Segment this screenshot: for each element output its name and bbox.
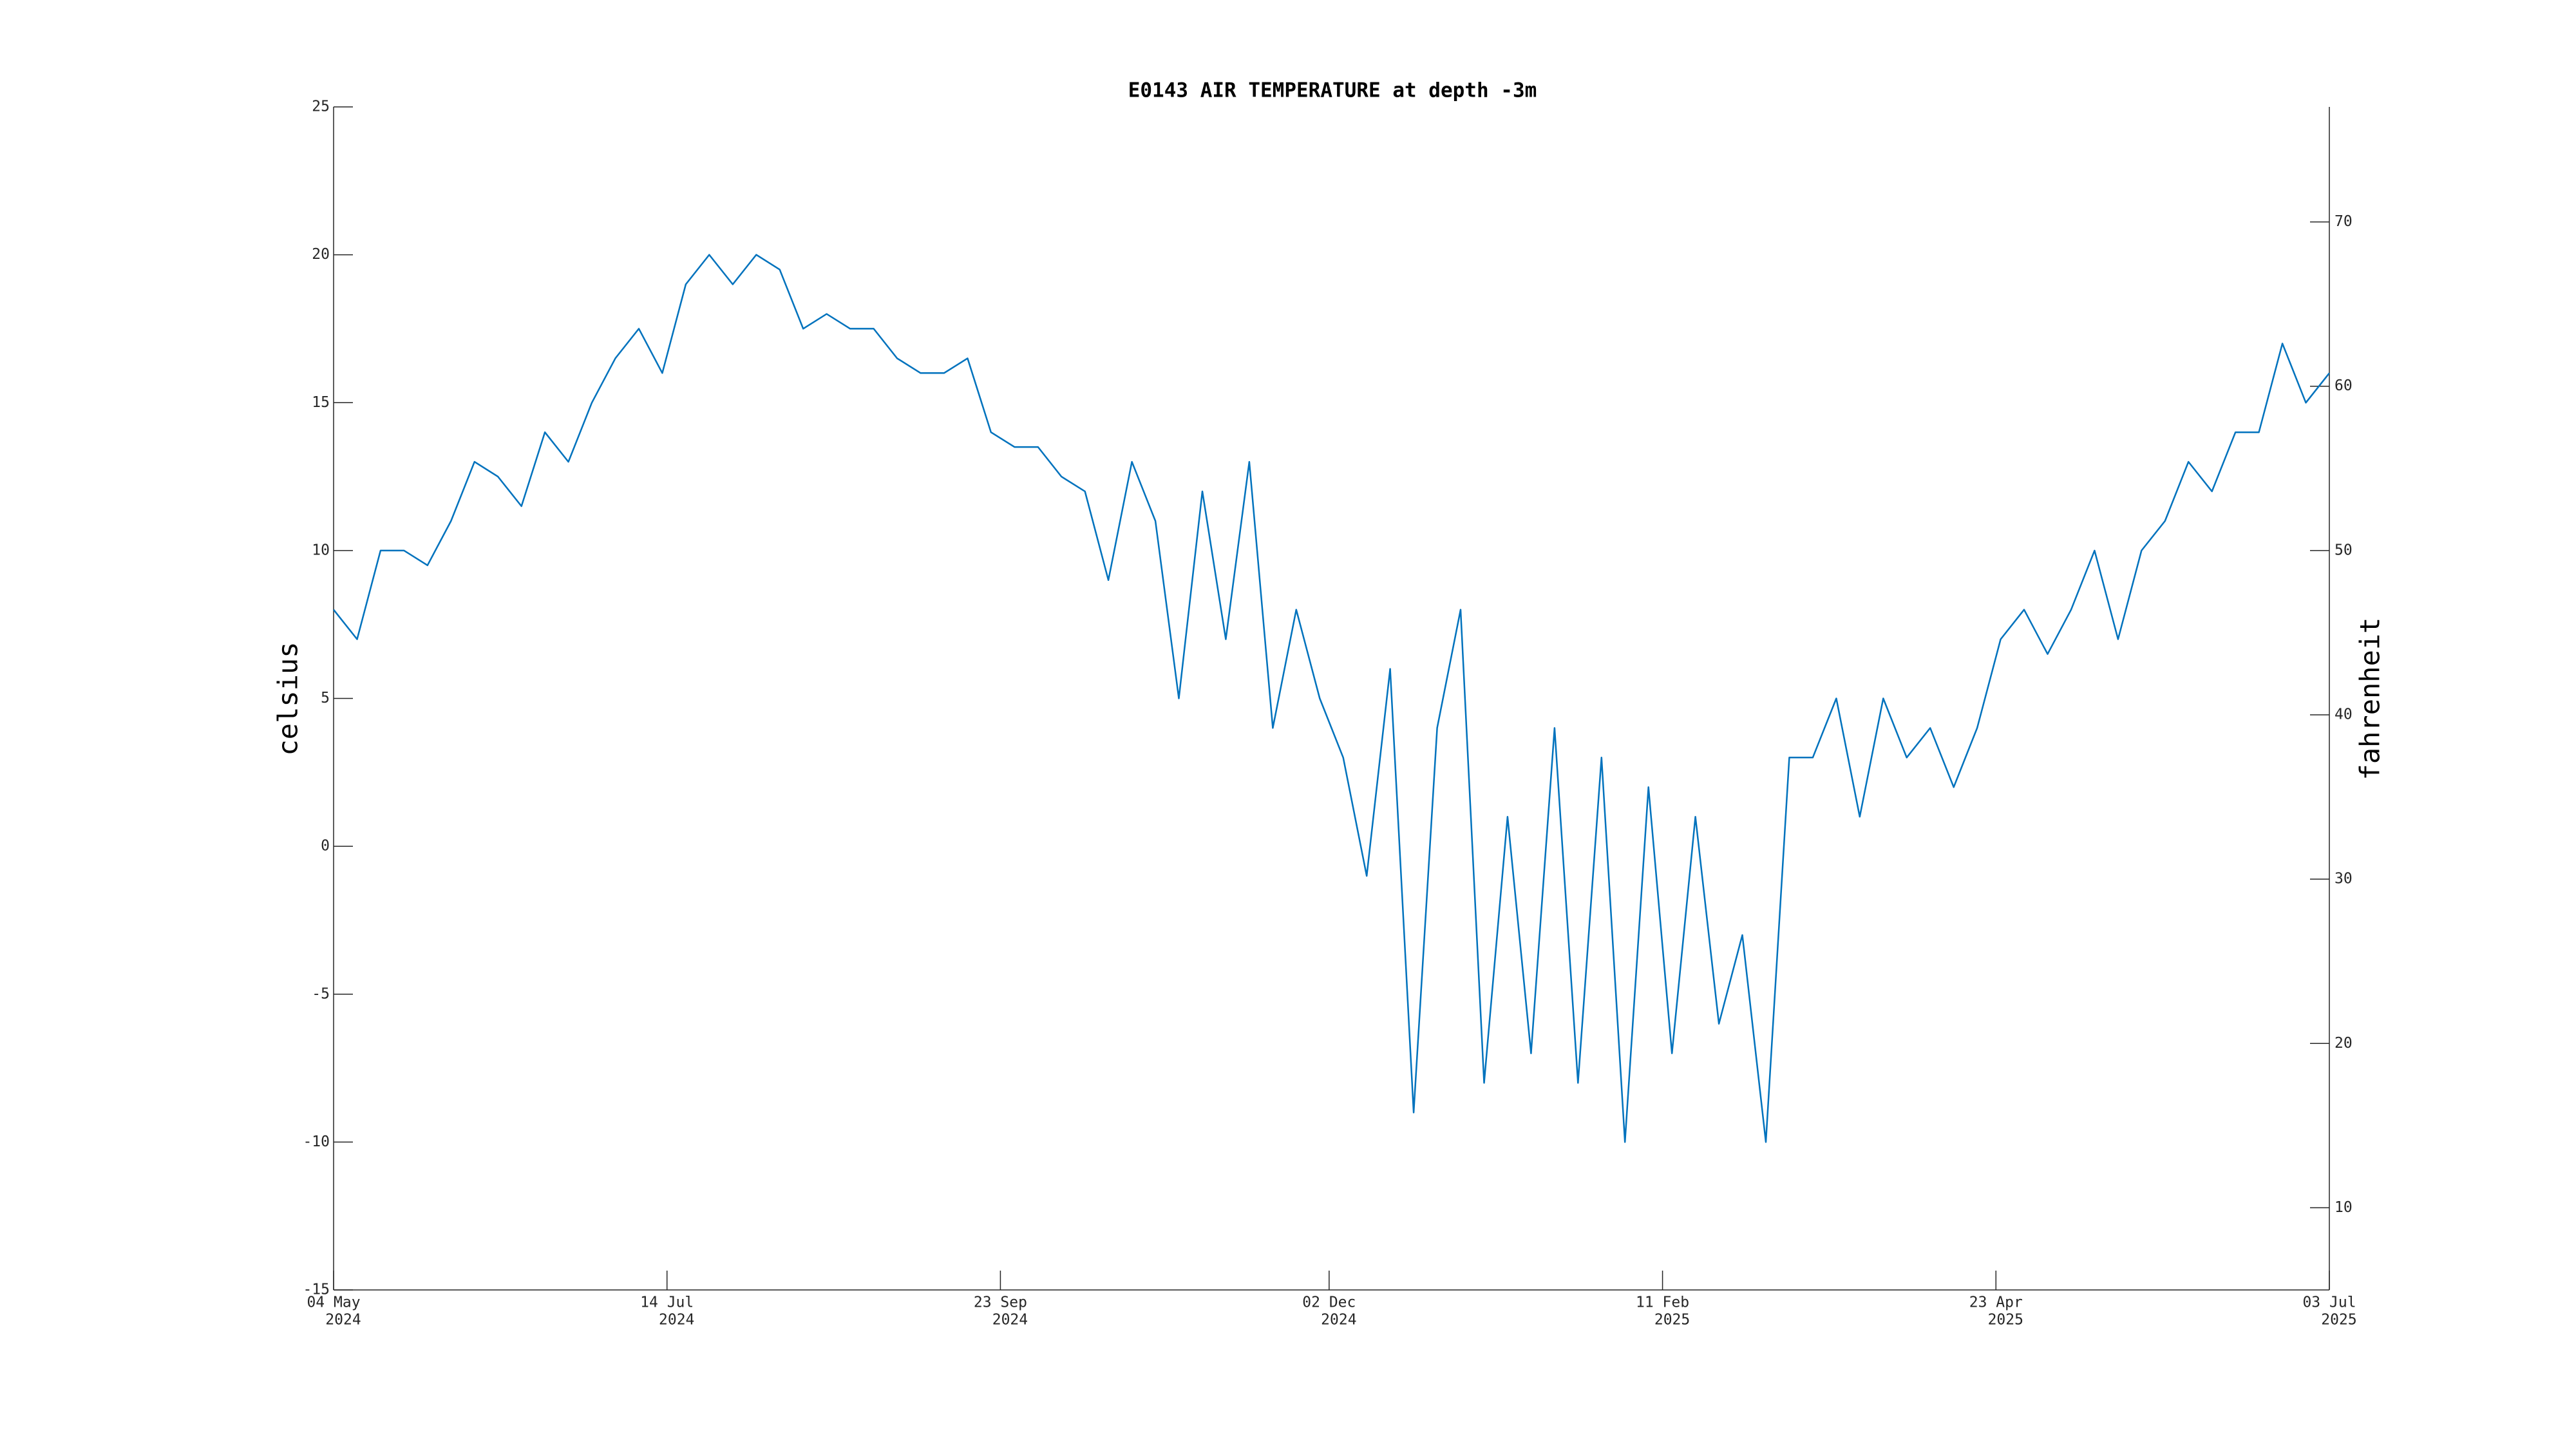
data-line [333, 254, 2330, 1143]
y2-tick-label: 70 [2334, 213, 2353, 230]
x-tick-label: 14 Jul [640, 1294, 694, 1311]
y2-tick-label: 30 [2334, 871, 2353, 887]
y-tick-label: 15 [312, 394, 330, 411]
y-tick-label: 10 [312, 542, 330, 558]
x-tick-label: 2024 [992, 1312, 1028, 1329]
y2-axis-label: fahrenheit [2354, 618, 2386, 781]
x-tick-label: 23 Apr [1969, 1294, 2023, 1311]
x-tick-label: 2024 [1321, 1312, 1356, 1329]
x-tick-label: 2025 [2321, 1312, 2356, 1329]
x-tick-label: 2025 [1654, 1312, 1690, 1329]
chart-title: E0143 AIR TEMPERATURE at depth -3m [1128, 79, 1537, 102]
x-tick-label: 2024 [659, 1312, 694, 1329]
x-tick-label: 2025 [1988, 1312, 2023, 1329]
y2-tick-label: 10 [2334, 1199, 2353, 1216]
y-tick-label: 20 [312, 246, 330, 263]
y2-tick-label: 40 [2334, 706, 2353, 723]
y2-tick-label: 60 [2334, 377, 2353, 394]
y-axis-label: celsius [272, 641, 304, 755]
x-tick-label: 23 Sep [974, 1294, 1027, 1311]
y-tick-label: -10 [303, 1133, 330, 1150]
y-tick-label: 5 [321, 690, 330, 706]
x-tick-label: 02 Dec [1302, 1294, 1356, 1311]
y-tick-label: 25 [312, 99, 330, 115]
y-tick-label: -15 [303, 1282, 330, 1298]
x-tick-label: 2024 [325, 1312, 361, 1329]
x-tick-label: 04 May [307, 1294, 360, 1311]
x-tick-label: 03 Jul [2302, 1294, 2356, 1311]
y-tick-label: 0 [321, 838, 330, 855]
y2-tick-label: 50 [2334, 542, 2353, 558]
x-tick-label: 11 Feb [1636, 1294, 1689, 1311]
y2-tick-label: 20 [2334, 1035, 2353, 1052]
y-tick-label: -5 [312, 985, 330, 1002]
